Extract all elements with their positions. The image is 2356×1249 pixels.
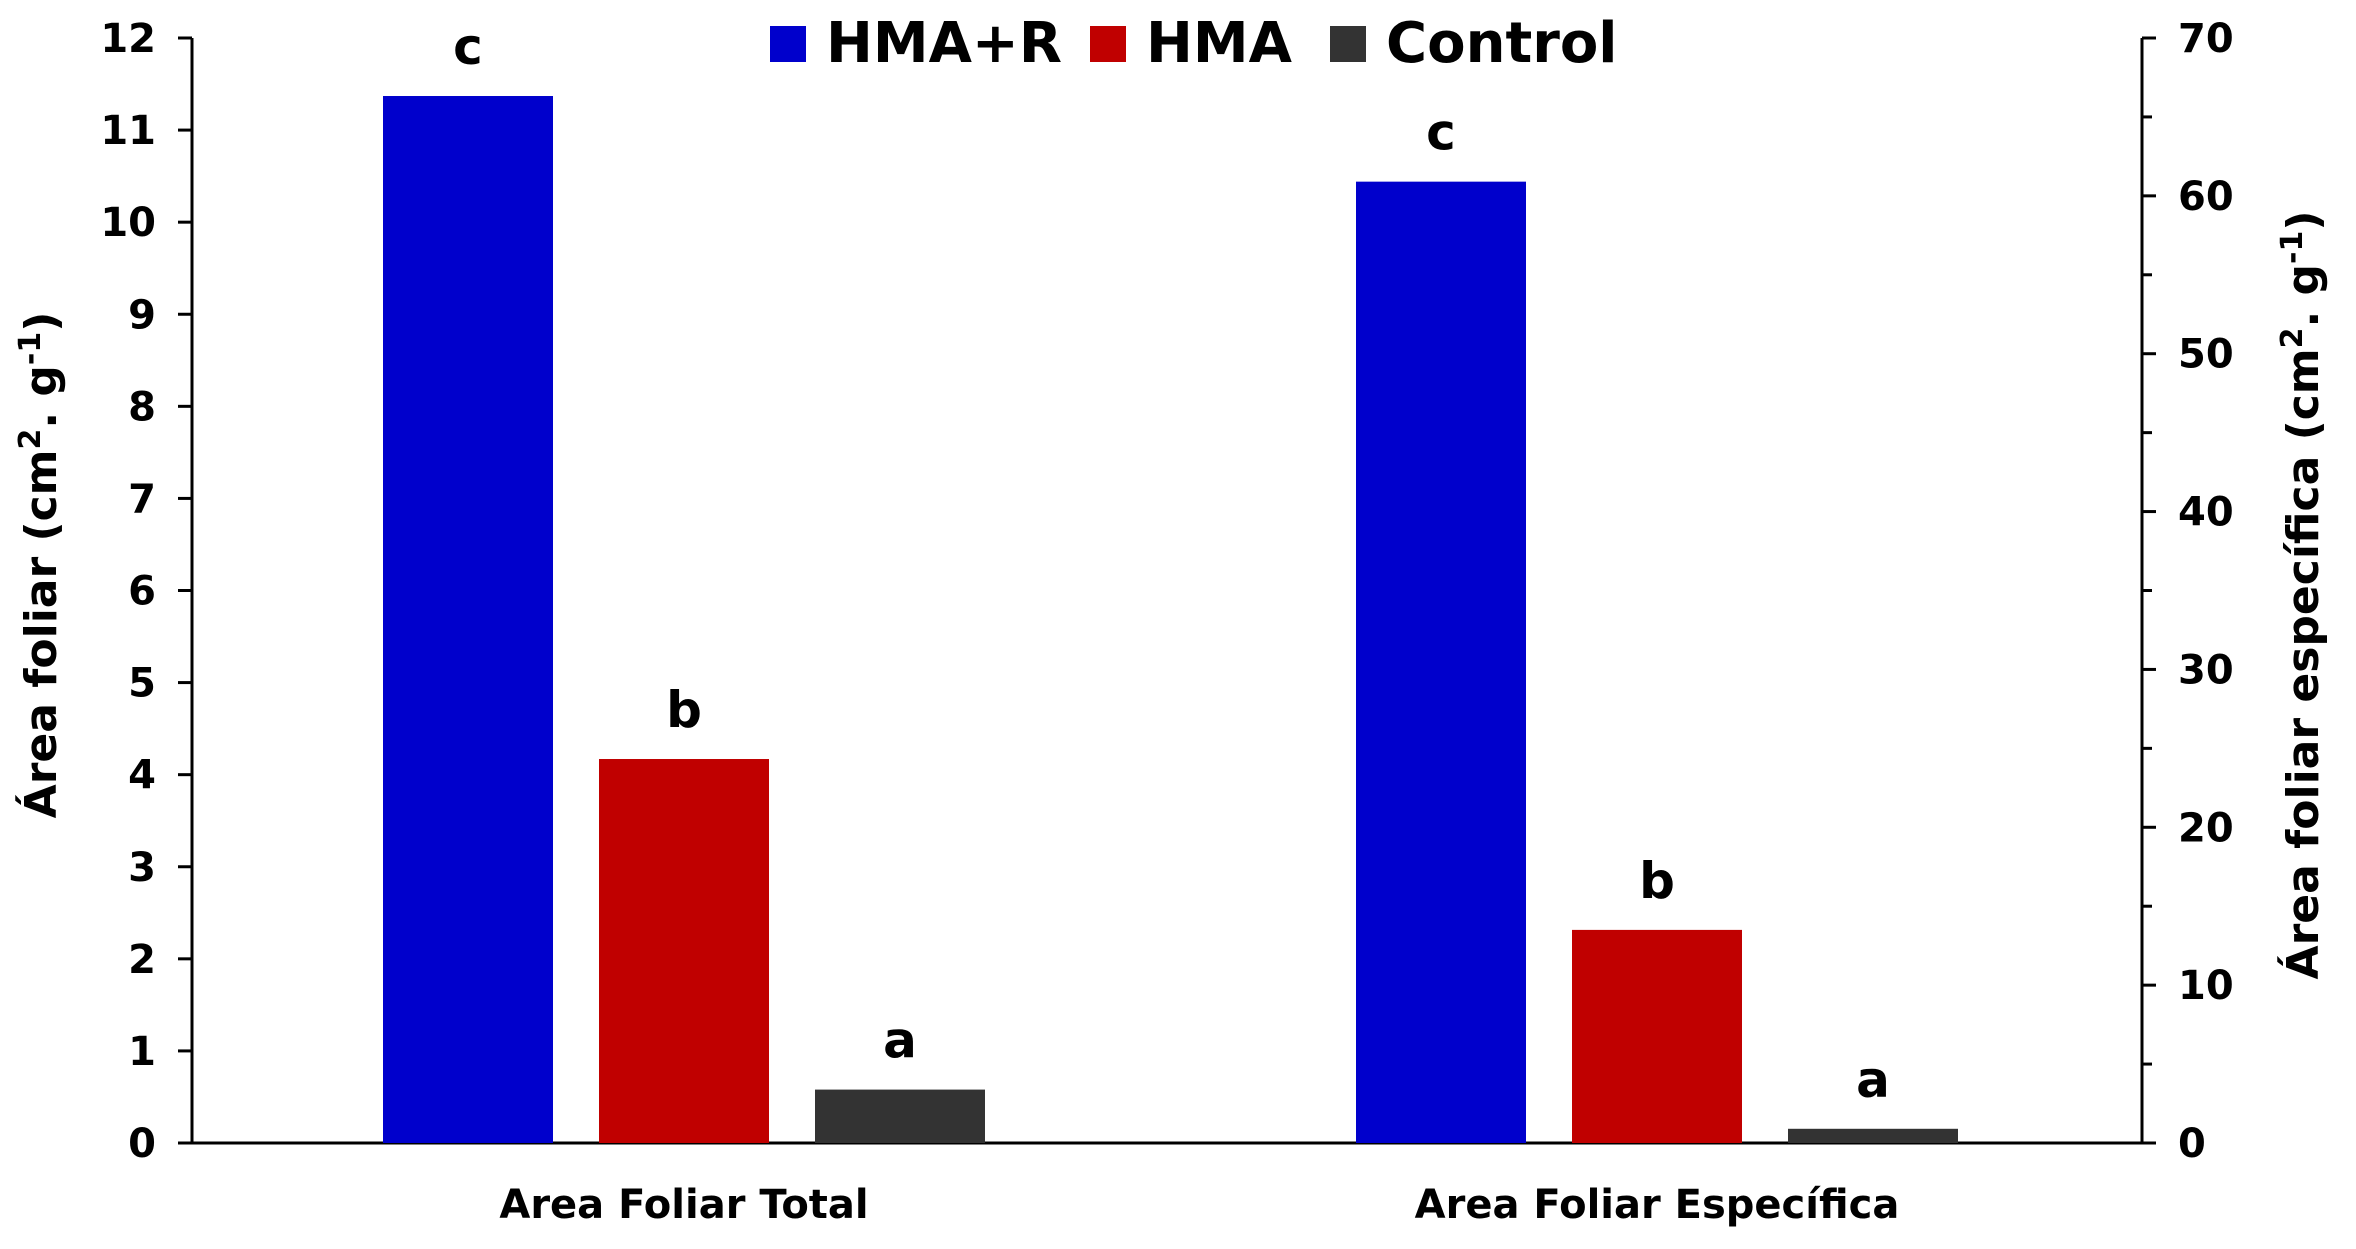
bar: [383, 96, 553, 1144]
bar-significance-label: c: [453, 18, 483, 76]
y-right-tick-label: 70: [2178, 16, 2234, 62]
y-right-tick-label: 60: [2178, 174, 2234, 220]
y-left-tick-label: 11: [100, 108, 156, 154]
x-category-label: Area Foliar Total: [499, 1182, 868, 1228]
legend-swatch: [770, 26, 806, 62]
bar: [815, 1089, 985, 1143]
y-left-tick-label: 6: [128, 569, 156, 615]
y-left-tick-label: 8: [128, 384, 156, 430]
y-left-tick-label: 0: [128, 1121, 156, 1167]
y-left-tick-label: 12: [100, 16, 156, 62]
legend-swatch: [1090, 26, 1126, 62]
y-axis-left-title: Área foliar (cm2. g-1): [13, 312, 67, 819]
bar-significance-label: c: [1426, 104, 1456, 162]
y-right-tick-label: 30: [2178, 647, 2234, 693]
bar: [599, 759, 769, 1143]
bar-significance-label: b: [666, 681, 702, 739]
y-left-tick-label: 10: [100, 200, 156, 246]
bar-labels: c b a c b a: [453, 18, 1890, 1109]
bar-significance-label: a: [883, 1012, 917, 1070]
x-category-label: Area Foliar Específica: [1415, 1182, 1900, 1228]
y-right-tick-label: 40: [2178, 490, 2234, 536]
y-right-tick-label: 0: [2178, 1121, 2206, 1167]
legend-label: HMA+R: [826, 11, 1062, 76]
y-left-tick-label: 9: [128, 292, 156, 338]
bar-significance-label: b: [1639, 852, 1675, 910]
bar: [1356, 181, 1526, 1143]
bars: [383, 96, 1958, 1144]
bar: [1572, 929, 1742, 1143]
y-left-tick-label: 1: [128, 1029, 156, 1075]
legend-label: HMA: [1146, 11, 1293, 76]
y-axis-right-title: Área foliar específica (cm2. g-1): [2275, 211, 2329, 980]
y-right-tick-label: 10: [2178, 963, 2234, 1009]
legend-label: Control: [1386, 11, 1618, 76]
legend: HMA+R HMA Control: [770, 11, 1618, 76]
y-left-tick-label: 3: [128, 845, 156, 891]
y-left-tick-label: 4: [128, 753, 156, 799]
y-left-tick-label: 2: [128, 937, 156, 983]
bar: [1788, 1128, 1958, 1143]
y-right-tick-label: 50: [2178, 332, 2234, 378]
y-left-tick-label: 5: [128, 661, 156, 707]
y-left-tick-label: 7: [128, 476, 156, 522]
legend-swatch: [1330, 26, 1366, 62]
y-right-tick-label: 20: [2178, 805, 2234, 851]
bar-significance-label: a: [1856, 1051, 1890, 1109]
